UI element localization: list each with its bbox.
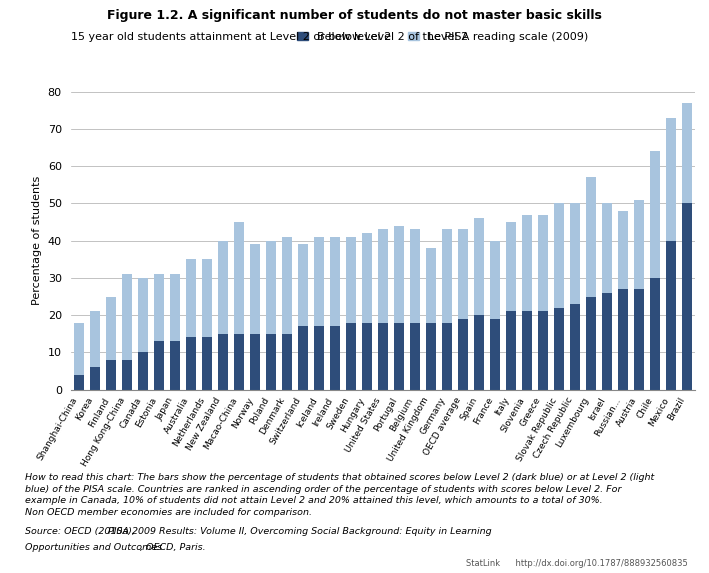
Bar [169, 341, 180, 390]
Bar [602, 203, 612, 293]
Bar [618, 211, 628, 289]
Bar [410, 229, 420, 323]
Bar [474, 315, 484, 390]
Bar [218, 241, 228, 333]
Legend: Below level 2, Level 2: Below level 2, Level 2 [297, 32, 469, 42]
Bar [281, 237, 292, 333]
Bar [298, 244, 308, 326]
Text: PISA 2009 Results: Volume II, Overcoming Social Background: Equity in Learning: PISA 2009 Results: Volume II, Overcoming… [108, 527, 492, 536]
Bar [201, 337, 212, 390]
Y-axis label: Percentage of students: Percentage of students [32, 176, 43, 305]
Bar [250, 244, 260, 333]
Bar [106, 360, 116, 390]
Bar [506, 311, 516, 390]
Bar [234, 222, 244, 333]
Bar [378, 323, 388, 390]
Bar [522, 311, 532, 390]
Bar [90, 311, 100, 367]
Bar [681, 203, 692, 390]
Bar [522, 214, 532, 311]
Bar [474, 218, 484, 315]
Bar [313, 237, 324, 326]
Bar [666, 117, 676, 241]
Bar [74, 375, 84, 390]
Bar [554, 308, 564, 390]
Bar [634, 199, 644, 289]
Bar [569, 203, 580, 304]
Bar [442, 323, 452, 390]
Bar [330, 326, 340, 390]
Bar [154, 341, 164, 390]
Text: How to read this chart: The bars show the percentage of students that obtained s: How to read this chart: The bars show th… [25, 473, 654, 517]
Bar [234, 333, 244, 390]
Text: Source: OECD (2010a),: Source: OECD (2010a), [25, 527, 138, 536]
Bar [250, 333, 260, 390]
Bar [74, 323, 84, 375]
Bar [602, 293, 612, 390]
Bar [330, 237, 340, 326]
Bar [122, 274, 132, 360]
Bar [90, 367, 100, 390]
Bar [362, 233, 372, 323]
Bar [138, 278, 148, 352]
Bar [106, 297, 116, 360]
Bar [218, 333, 228, 390]
Text: Figure 1.2. A significant number of students do not master basic skills: Figure 1.2. A significant number of stud… [107, 9, 602, 22]
Bar [537, 214, 548, 311]
Bar [569, 304, 580, 390]
Bar [442, 229, 452, 323]
Bar [537, 311, 548, 390]
Bar [266, 241, 276, 333]
Bar [362, 323, 372, 390]
Bar [346, 237, 356, 323]
Text: , OECD, Paris.: , OECD, Paris. [140, 543, 206, 552]
Bar [298, 326, 308, 390]
Bar [154, 274, 164, 341]
Bar [201, 259, 212, 337]
Bar [169, 274, 180, 341]
Bar [490, 319, 500, 390]
Bar [554, 203, 564, 308]
Bar [586, 177, 596, 297]
Bar [346, 323, 356, 390]
Bar [425, 248, 436, 323]
Bar [457, 229, 468, 319]
Text: 15 year old students attainment at Level 2 or below Level 2 of the PISA reading : 15 year old students attainment at Level… [71, 32, 588, 41]
Bar [378, 229, 388, 323]
Bar [393, 226, 404, 323]
Bar [393, 323, 404, 390]
Bar [506, 222, 516, 311]
Bar [634, 289, 644, 390]
Bar [186, 337, 196, 390]
Bar [649, 278, 660, 390]
Bar [681, 103, 692, 203]
Text: StatLink    http://dx.doi.org/10.1787/888932560835: StatLink http://dx.doi.org/10.1787/88893… [466, 559, 688, 568]
Bar [138, 352, 148, 390]
Bar [586, 297, 596, 390]
Bar [666, 241, 676, 390]
Bar [122, 360, 132, 390]
Bar [410, 323, 420, 390]
Bar [457, 319, 468, 390]
Bar [618, 289, 628, 390]
Bar [649, 151, 660, 278]
Bar [490, 241, 500, 319]
Bar [281, 333, 292, 390]
Bar [313, 326, 324, 390]
Bar [266, 333, 276, 390]
Bar [186, 259, 196, 337]
Bar [425, 323, 436, 390]
Text: Opportunities and Outcomes: Opportunities and Outcomes [25, 543, 162, 552]
